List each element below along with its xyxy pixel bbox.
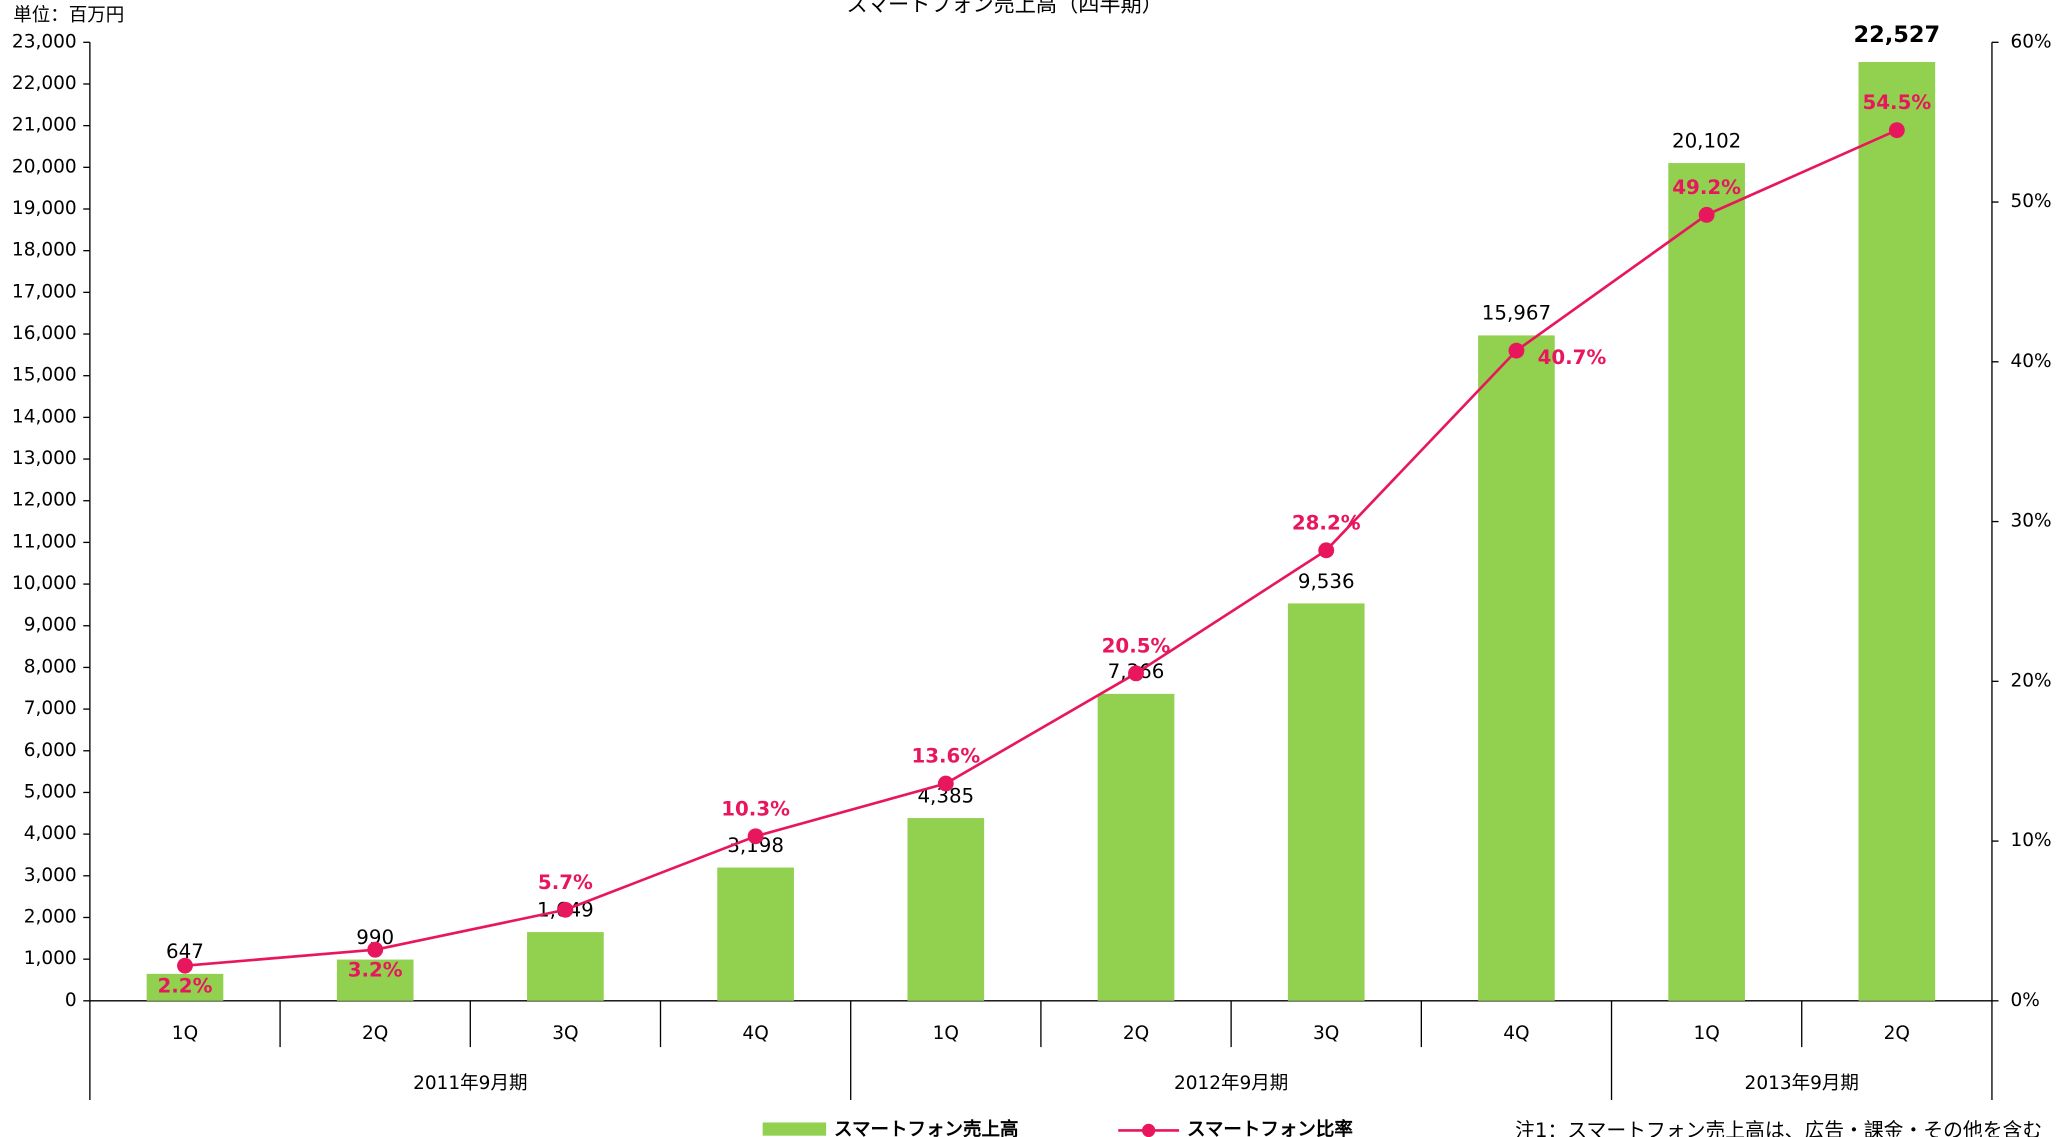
bar-value-label: 4,385 (917, 784, 974, 807)
y-tick-label: 21,000 (12, 115, 77, 136)
y-tick-label: 15,000 (12, 365, 77, 386)
line-point (1508, 342, 1525, 359)
bar-value-label: 647 (166, 940, 204, 963)
y-tick-label: 4,000 (24, 823, 77, 844)
group-label: 2012年9月期 (1174, 1073, 1288, 1094)
line-value-label: 20.5% (1102, 634, 1171, 657)
y-tick-label: 23,000 (12, 31, 77, 52)
line-point (177, 957, 193, 974)
y2-tick-label: 40% (2010, 351, 2051, 372)
x-tick-label: 1Q (1693, 1023, 1719, 1044)
x-tick-label: 3Q (1313, 1023, 1339, 1044)
y-tick-label: 20,000 (12, 156, 77, 177)
x-tick-label: 3Q (552, 1023, 578, 1044)
note: 注1：スマートフォン売上高は、広告・課金・その他を含む (1515, 1119, 2042, 1137)
y-tick-label: 19,000 (12, 198, 77, 219)
line-value-label: 10.3% (721, 797, 790, 820)
bar (1478, 335, 1555, 1001)
bar-value-label: 20,102 (1672, 129, 1741, 152)
y2-tick-label: 30% (2010, 511, 2051, 532)
line-point (557, 901, 574, 918)
y-tick-label: 16,000 (12, 323, 77, 344)
line-point (747, 828, 764, 845)
legend-label: スマートフォン売上高 (834, 1118, 1018, 1137)
x-tick-label: 1Q (933, 1023, 959, 1044)
y-tick-label: 9,000 (24, 615, 77, 636)
y2-tick-label: 50% (2010, 191, 2051, 212)
y-tick-label: 0 (65, 990, 77, 1011)
y-tick-label: 13,000 (12, 448, 77, 469)
legend-marker (1142, 1123, 1156, 1137)
x-tick-label: 4Q (742, 1023, 768, 1044)
line-value-label: 28.2% (1292, 511, 1361, 534)
line-point (1318, 542, 1335, 559)
y-tick-label: 11,000 (12, 531, 77, 552)
y-tick-label: 10,000 (12, 573, 77, 594)
bar-value-label: 9,536 (1298, 570, 1355, 593)
bar-value-label: 22,527 (1853, 22, 1940, 48)
y-tick-label: 14,000 (12, 406, 77, 427)
x-tick-label: 2Q (1884, 1023, 1910, 1044)
legend-label: スマートフォン比率 (1187, 1118, 1353, 1137)
x-tick-label: 4Q (1503, 1023, 1529, 1044)
line-point (1128, 665, 1144, 682)
y2-tick-label: 0% (2010, 990, 2039, 1011)
line-value-label: 40.7% (1538, 346, 1607, 369)
y-tick-label: 17,000 (12, 281, 77, 302)
y2-tick-label: 10% (2010, 830, 2051, 851)
y2-tick-label: 20% (2010, 670, 2051, 691)
chart-title: スマートフォン売上高（四半期） (846, 0, 1162, 16)
bar (717, 867, 794, 1001)
legend-swatch (762, 1122, 827, 1136)
line (184, 128, 1898, 967)
y-tick-label: 8,000 (24, 656, 77, 677)
y-tick-label: 5,000 (24, 781, 77, 802)
line-value-label: 54.5% (1862, 91, 1931, 114)
y-tick-label: 2,000 (24, 906, 77, 927)
bar (527, 932, 604, 1001)
line-value-label: 49.2% (1672, 176, 1741, 199)
bar (146, 973, 224, 1001)
line-value-label: 13.6% (911, 745, 980, 768)
x-tick-label: 2Q (362, 1023, 388, 1044)
y-tick-label: 3,000 (24, 865, 77, 886)
group-label: 2013年9月期 (1745, 1073, 1859, 1094)
y-tick-label: 12,000 (12, 490, 77, 511)
bar-value-label: 990 (356, 926, 394, 949)
y-tick-label: 22,000 (12, 73, 77, 94)
unit-label: 単位：百万円 (13, 5, 124, 26)
line-value-label: 5.7% (538, 871, 593, 894)
line-value-label: 3.2% (348, 958, 403, 981)
x-tick-label: 2Q (1123, 1023, 1149, 1044)
line-point (1698, 206, 1715, 223)
y-tick-label: 6,000 (24, 740, 77, 761)
y-tick-label: 7,000 (24, 698, 77, 719)
line-point (1888, 122, 1905, 139)
bar (336, 959, 414, 1001)
y-tick-label: 1,000 (24, 948, 77, 969)
bar (1858, 62, 1936, 1001)
line-point (367, 941, 384, 958)
y2-tick-label: 60% (2010, 31, 2051, 52)
bar-value-label: 15,967 (1482, 302, 1551, 325)
bar (1097, 693, 1175, 1001)
bar (1668, 163, 1745, 1001)
bar (907, 818, 985, 1001)
x-tick-label: 1Q (172, 1023, 198, 1044)
group-label: 2011年9月期 (413, 1073, 527, 1094)
line-value-label: 2.2% (158, 974, 213, 997)
line-point (937, 775, 954, 792)
bar (1287, 603, 1365, 1001)
y-tick-label: 18,000 (12, 240, 77, 261)
bar-value-label: 3,198 (727, 834, 784, 857)
